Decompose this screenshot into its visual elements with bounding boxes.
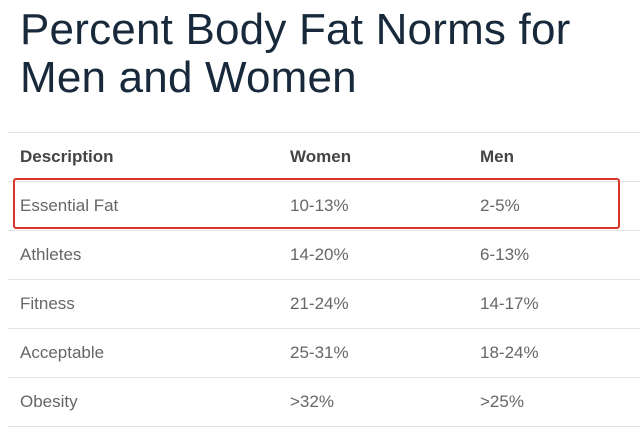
table-cell: 14-17% xyxy=(468,279,640,329)
table: Description Women Men Essential Fat 10-13% 2-… xyxy=(8,132,640,427)
table-cell: >25% xyxy=(468,377,640,427)
table-cell: 25-31% xyxy=(278,328,468,378)
table-cell: Obesity xyxy=(8,377,278,427)
table-cell: Essential Fat xyxy=(8,181,278,231)
table-row: Athletes 14-20% 6-13% xyxy=(8,230,640,280)
column-header: Women xyxy=(278,132,468,182)
column-header: Men xyxy=(468,132,640,182)
title: Percent Body Fat Norms for Men and Women xyxy=(20,5,571,102)
table-cell: 21-24% xyxy=(278,279,468,329)
table-row: Acceptable 25-31% 18-24% xyxy=(8,328,640,378)
table-cell: 6-13% xyxy=(468,230,640,280)
column-header: Description xyxy=(8,132,278,182)
table-cell: Acceptable xyxy=(8,328,278,378)
table-cell: Fitness xyxy=(8,279,278,329)
table-row: Essential Fat 10-13% 2-5% xyxy=(8,181,640,231)
table-cell: Athletes xyxy=(8,230,278,280)
header-row: Description Women Men xyxy=(8,132,640,182)
table-cell: >32% xyxy=(278,377,468,427)
table-cell: 10-13% xyxy=(278,181,468,231)
table-row: Fitness 21-24% 14-17% xyxy=(8,279,640,329)
table-row: Obesity >32% >25% xyxy=(8,377,640,427)
table-cell: 18-24% xyxy=(468,328,640,378)
highlight-box xyxy=(13,178,620,229)
table-cell: 14-20% xyxy=(278,230,468,280)
table-cell: 2-5% xyxy=(468,181,640,231)
